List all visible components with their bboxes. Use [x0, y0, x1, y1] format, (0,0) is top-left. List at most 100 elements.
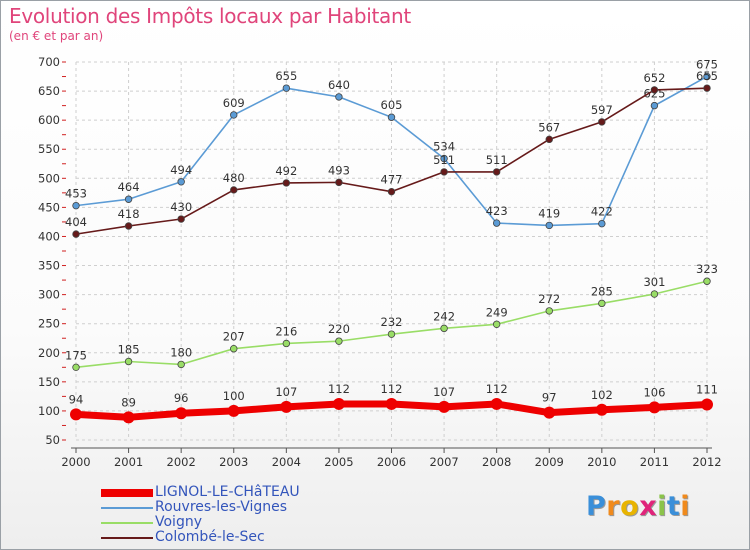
y-tick-label: 550	[38, 142, 60, 156]
data-point	[70, 408, 82, 421]
data-point	[387, 187, 396, 196]
data-point	[543, 406, 556, 419]
y-tick-label: 500	[38, 171, 60, 185]
data-point	[124, 357, 133, 366]
logo-letter: o	[620, 491, 640, 522]
data-label: 185	[118, 342, 140, 356]
data-point	[385, 397, 398, 410]
data-label: 112	[381, 382, 403, 396]
data-point	[72, 363, 80, 372]
chart-title: Evolution des Impôts locaux par Habitant	[9, 4, 411, 28]
logo-letter: i	[680, 491, 691, 522]
y-tick-label: 650	[38, 84, 60, 98]
data-label: 285	[591, 284, 613, 298]
y-tick-label: 200	[38, 346, 60, 360]
data-label: 94	[69, 392, 84, 406]
data-label: 96	[174, 391, 189, 405]
data-point	[280, 400, 293, 413]
data-label: 301	[643, 275, 665, 289]
x-tick-label: 2006	[377, 455, 406, 469]
data-point	[335, 178, 343, 187]
data-label: 107	[433, 385, 455, 399]
data-point	[595, 403, 608, 416]
data-point	[175, 407, 188, 420]
y-tick-label: 450	[38, 200, 60, 214]
legend-label: Voigny	[155, 514, 202, 530]
legend-swatch	[101, 489, 153, 497]
data-point	[703, 72, 711, 81]
data-label: 107	[275, 385, 297, 399]
x-tick-label: 2010	[587, 455, 616, 469]
data-point	[598, 299, 606, 308]
data-label: 272	[538, 292, 560, 306]
data-label: 605	[381, 98, 403, 112]
data-point	[177, 178, 185, 186]
data-label: 419	[538, 206, 560, 220]
data-point	[72, 230, 80, 238]
data-label: 207	[223, 330, 245, 344]
y-tick-label: 700	[38, 55, 60, 69]
x-tick-label: 2003	[219, 455, 248, 469]
legend-label: Rouvres-les-Vignes	[155, 499, 288, 515]
data-label: 492	[275, 164, 297, 178]
x-tick-label: 2009	[535, 455, 564, 469]
x-tick-label: 2007	[429, 455, 458, 469]
data-point	[440, 154, 448, 163]
data-label: 675	[696, 58, 718, 72]
y-tick-label: 350	[38, 259, 60, 273]
data-point	[335, 337, 343, 345]
y-tick-label: 150	[38, 375, 60, 389]
data-point	[124, 195, 133, 203]
data-label: 220	[328, 322, 350, 336]
data-point	[177, 215, 185, 223]
data-point	[703, 84, 711, 92]
data-point	[282, 84, 291, 92]
data-label: 111	[696, 383, 718, 397]
x-tick-label: 2011	[640, 455, 669, 469]
data-point	[438, 400, 451, 413]
x-tick-label: 2001	[114, 455, 143, 469]
data-point	[703, 277, 711, 285]
logo-letter: i	[657, 491, 667, 522]
y-tick-label: 400	[38, 229, 60, 243]
legend-swatch	[101, 522, 153, 524]
x-tick-label: 2000	[61, 455, 90, 469]
y-tick-label: 250	[38, 317, 60, 331]
logo-letter: r	[606, 491, 621, 522]
data-label: 567	[538, 120, 560, 134]
data-label: 232	[381, 315, 403, 329]
data-label: 430	[170, 200, 192, 214]
data-label: 242	[433, 309, 455, 323]
data-label: 422	[591, 205, 613, 219]
data-point	[124, 222, 133, 230]
logo-letter: x	[639, 491, 658, 522]
x-tick-label: 2005	[324, 455, 353, 469]
legend-swatch	[101, 507, 153, 509]
data-point	[545, 221, 553, 230]
data-point	[650, 290, 659, 298]
data-label: 175	[65, 348, 87, 362]
data-label: 640	[328, 78, 350, 92]
data-point	[282, 179, 291, 187]
data-point	[335, 93, 343, 101]
data-point	[490, 397, 503, 410]
legend-label: LIGNOL-LE-CHâTEAU	[155, 484, 300, 500]
data-point	[598, 118, 606, 126]
data-label: 655	[275, 69, 297, 83]
legend-swatch	[101, 537, 153, 539]
data-label: 106	[643, 385, 665, 399]
data-label: 480	[223, 171, 245, 185]
y-tick-label: 600	[38, 113, 60, 127]
data-label: 534	[433, 140, 455, 154]
x-tick-label: 2012	[692, 455, 721, 469]
data-label: 655	[696, 69, 718, 83]
data-point	[492, 219, 501, 227]
data-label: 453	[65, 187, 87, 201]
logo-letter: t	[666, 491, 681, 522]
data-label: 652	[643, 71, 665, 85]
data-point	[230, 186, 238, 194]
data-point	[701, 398, 713, 411]
data-point	[230, 344, 238, 353]
